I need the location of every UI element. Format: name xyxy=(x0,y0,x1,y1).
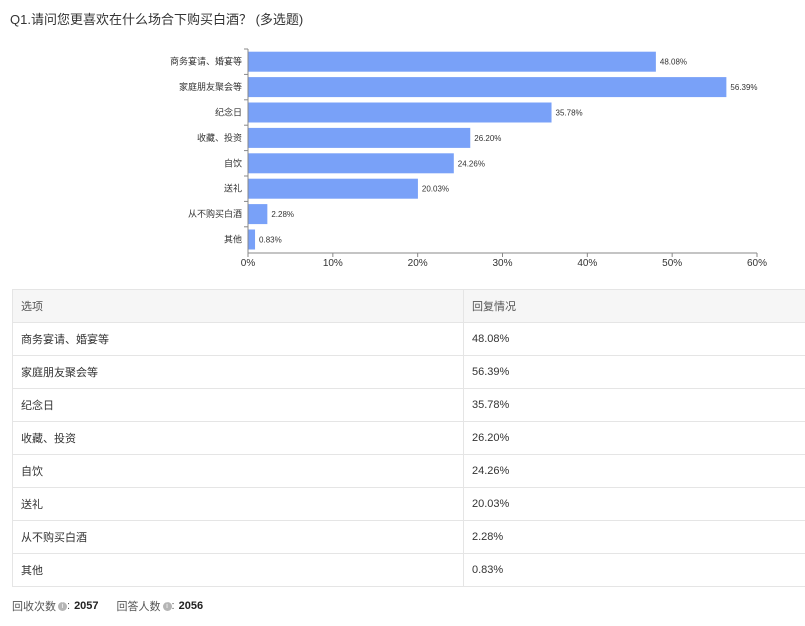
response-cell: 48.08% xyxy=(463,322,805,356)
category-label: 送礼 xyxy=(224,183,242,194)
option-cell: 自饮 xyxy=(12,454,464,488)
x-tick-label: 40% xyxy=(577,258,597,269)
bar-chart: 商务宴请、婚宴等 48.08% 家庭朋友聚会等 56.39% 纪念日 35.78% 收藏、投… xyxy=(170,48,767,269)
value-label: 2.28% xyxy=(271,210,294,219)
x-tick-label: 60% xyxy=(747,258,767,269)
value-label: 24.26% xyxy=(458,159,485,168)
value-label: 20.03% xyxy=(422,185,449,194)
value-label: 35.78% xyxy=(556,109,583,118)
table-header-row: 选项 回复情况 xyxy=(12,289,805,323)
x-tick-label: 50% xyxy=(662,258,682,269)
responses-label: 回收次数 xyxy=(12,601,56,613)
bar xyxy=(248,127,471,148)
bar xyxy=(248,102,552,123)
bar xyxy=(248,204,268,225)
category-label: 自饮 xyxy=(224,157,242,168)
table-row: 纪念日 35.78% xyxy=(12,388,805,422)
category-label: 纪念日 xyxy=(215,107,242,118)
category-label: 家庭朋友聚会等 xyxy=(179,81,242,92)
value-label: 26.20% xyxy=(474,134,501,143)
response-cell: 56.39% xyxy=(463,355,805,389)
category-label: 其他 xyxy=(224,234,242,245)
table-row: 送礼 20.03% xyxy=(12,487,805,521)
respondents-value: 2056 xyxy=(178,600,204,612)
header-option: 选项 xyxy=(12,289,464,323)
table-row: 自饮 24.26% xyxy=(12,454,805,488)
table-row: 从不购买白酒 2.28% xyxy=(12,520,805,554)
x-tick-label: 0% xyxy=(241,258,256,269)
table-row: 其他 0.83% xyxy=(12,553,805,587)
option-cell: 商务宴请、婚宴等 xyxy=(12,322,464,356)
header-response: 回复情况 xyxy=(463,289,805,323)
response-cell: 26.20% xyxy=(463,421,805,455)
table-row: 家庭朋友聚会等 56.39% xyxy=(12,355,805,389)
bar xyxy=(248,51,656,72)
x-tick-label: 20% xyxy=(408,258,428,269)
result-table: 选项 回复情况 商务宴请、婚宴等 48.08% 家庭朋友聚会等 56.39% 纪… xyxy=(12,289,805,587)
value-label: 48.08% xyxy=(660,58,687,67)
table-row: 收藏、投资 26.20% xyxy=(12,421,805,455)
bar xyxy=(248,77,727,98)
value-label: 56.39% xyxy=(730,83,757,92)
info-icon[interactable]: i xyxy=(58,601,67,611)
option-cell: 收藏、投资 xyxy=(12,421,464,455)
question-title: Q1.请问您更喜欢在什么场合下购买白酒？ (多选题) xyxy=(10,12,304,27)
response-cell: 2.28% xyxy=(463,520,805,554)
category-label: 商务宴请、婚宴等 xyxy=(170,56,242,67)
category-label: 收藏、投资 xyxy=(197,132,242,143)
response-cell: 20.03% xyxy=(463,487,805,521)
bar xyxy=(248,153,454,174)
respondents-label: 回答人数 xyxy=(116,601,161,613)
option-cell: 家庭朋友聚会等 xyxy=(12,355,464,389)
response-cell: 35.78% xyxy=(463,388,805,422)
option-cell: 其他 xyxy=(12,553,464,587)
info-icon[interactable]: i xyxy=(162,601,172,611)
bar xyxy=(248,229,256,250)
option-cell: 送礼 xyxy=(12,487,464,521)
option-cell: 纪念日 xyxy=(12,388,464,422)
response-cell: 24.26% xyxy=(463,454,805,488)
category-label: 从不购买白酒 xyxy=(188,208,242,219)
footer-stats: 回收次数 i : 2057 回答人数 i : 2056 xyxy=(12,600,204,613)
responses-value: 2057 xyxy=(74,600,99,612)
option-cell: 从不购买白酒 xyxy=(12,520,464,554)
x-tick-label: 10% xyxy=(323,258,343,269)
value-label: 0.83% xyxy=(259,236,282,245)
x-tick-label: 30% xyxy=(492,258,512,269)
bar xyxy=(248,178,418,199)
table-row: 商务宴请、婚宴等 48.08% xyxy=(12,322,805,356)
response-cell: 0.83% xyxy=(463,553,805,587)
